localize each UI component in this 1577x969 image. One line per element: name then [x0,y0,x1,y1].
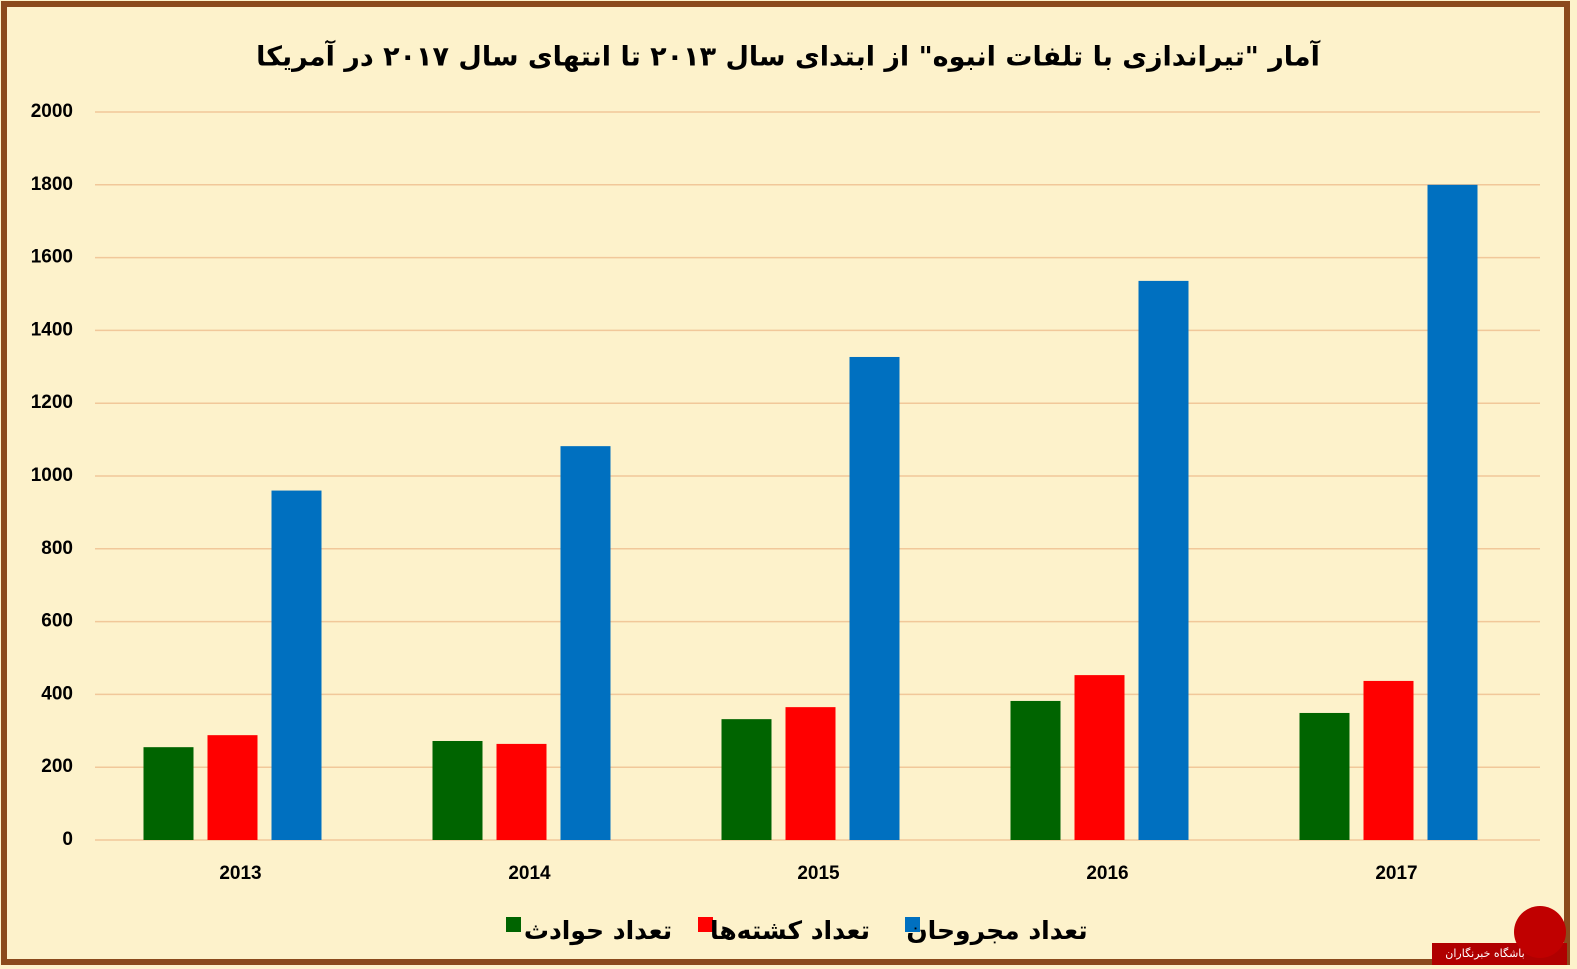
bar [849,356,900,840]
plot-area: 0 200 400 600 800 1000 1200 1400 1600 1800 2000 201… [31,101,1540,946]
x-tick-label: 2015 [797,863,840,884]
legend-label: تعداد کشته‌ها [710,916,870,945]
legend-label: تعداد حوادث [524,916,672,946]
bar [432,740,483,840]
x-tick-label: 2014 [508,863,551,884]
legend-swatch [905,917,920,932]
y-tick-label: 1200 [31,392,73,413]
y-tick-label: 600 [41,611,73,632]
bar [1427,184,1478,841]
legend-label: تعداد مجروحان [906,916,1087,946]
bar [143,747,194,840]
bar [785,707,836,840]
bar [496,743,547,840]
y-tick-label: 1400 [31,319,73,340]
chart-title: آمار "تیراندازی با تلفات انبوه" از ابتدا… [256,40,1320,73]
y-tick-label: 1800 [31,174,73,195]
y-tick-label: 1000 [31,465,73,486]
y-tick-label: 0 [62,829,73,850]
bar [1138,280,1189,840]
bar [1074,675,1125,840]
y-tick-label: 2000 [31,101,73,122]
x-tick-label: 2016 [1086,863,1128,884]
y-tick-label: 200 [41,756,73,777]
y-tick-label: 1600 [31,247,73,268]
y-tick-label: 800 [41,538,73,559]
bar [721,719,772,840]
bar [1299,712,1350,840]
bar [271,490,322,840]
x-tick-label: 2017 [1375,863,1417,884]
watermark: باشگاه خبرنگاران [1445,947,1524,960]
legend-swatch [506,917,521,932]
y-tick-label: 400 [41,683,73,704]
bar [560,446,611,840]
bar [1010,700,1061,840]
bar [1363,680,1414,840]
watermark-logo [1514,906,1566,958]
bar [207,735,258,840]
legend-swatch [698,917,713,932]
x-tick-label: 2013 [219,863,261,884]
